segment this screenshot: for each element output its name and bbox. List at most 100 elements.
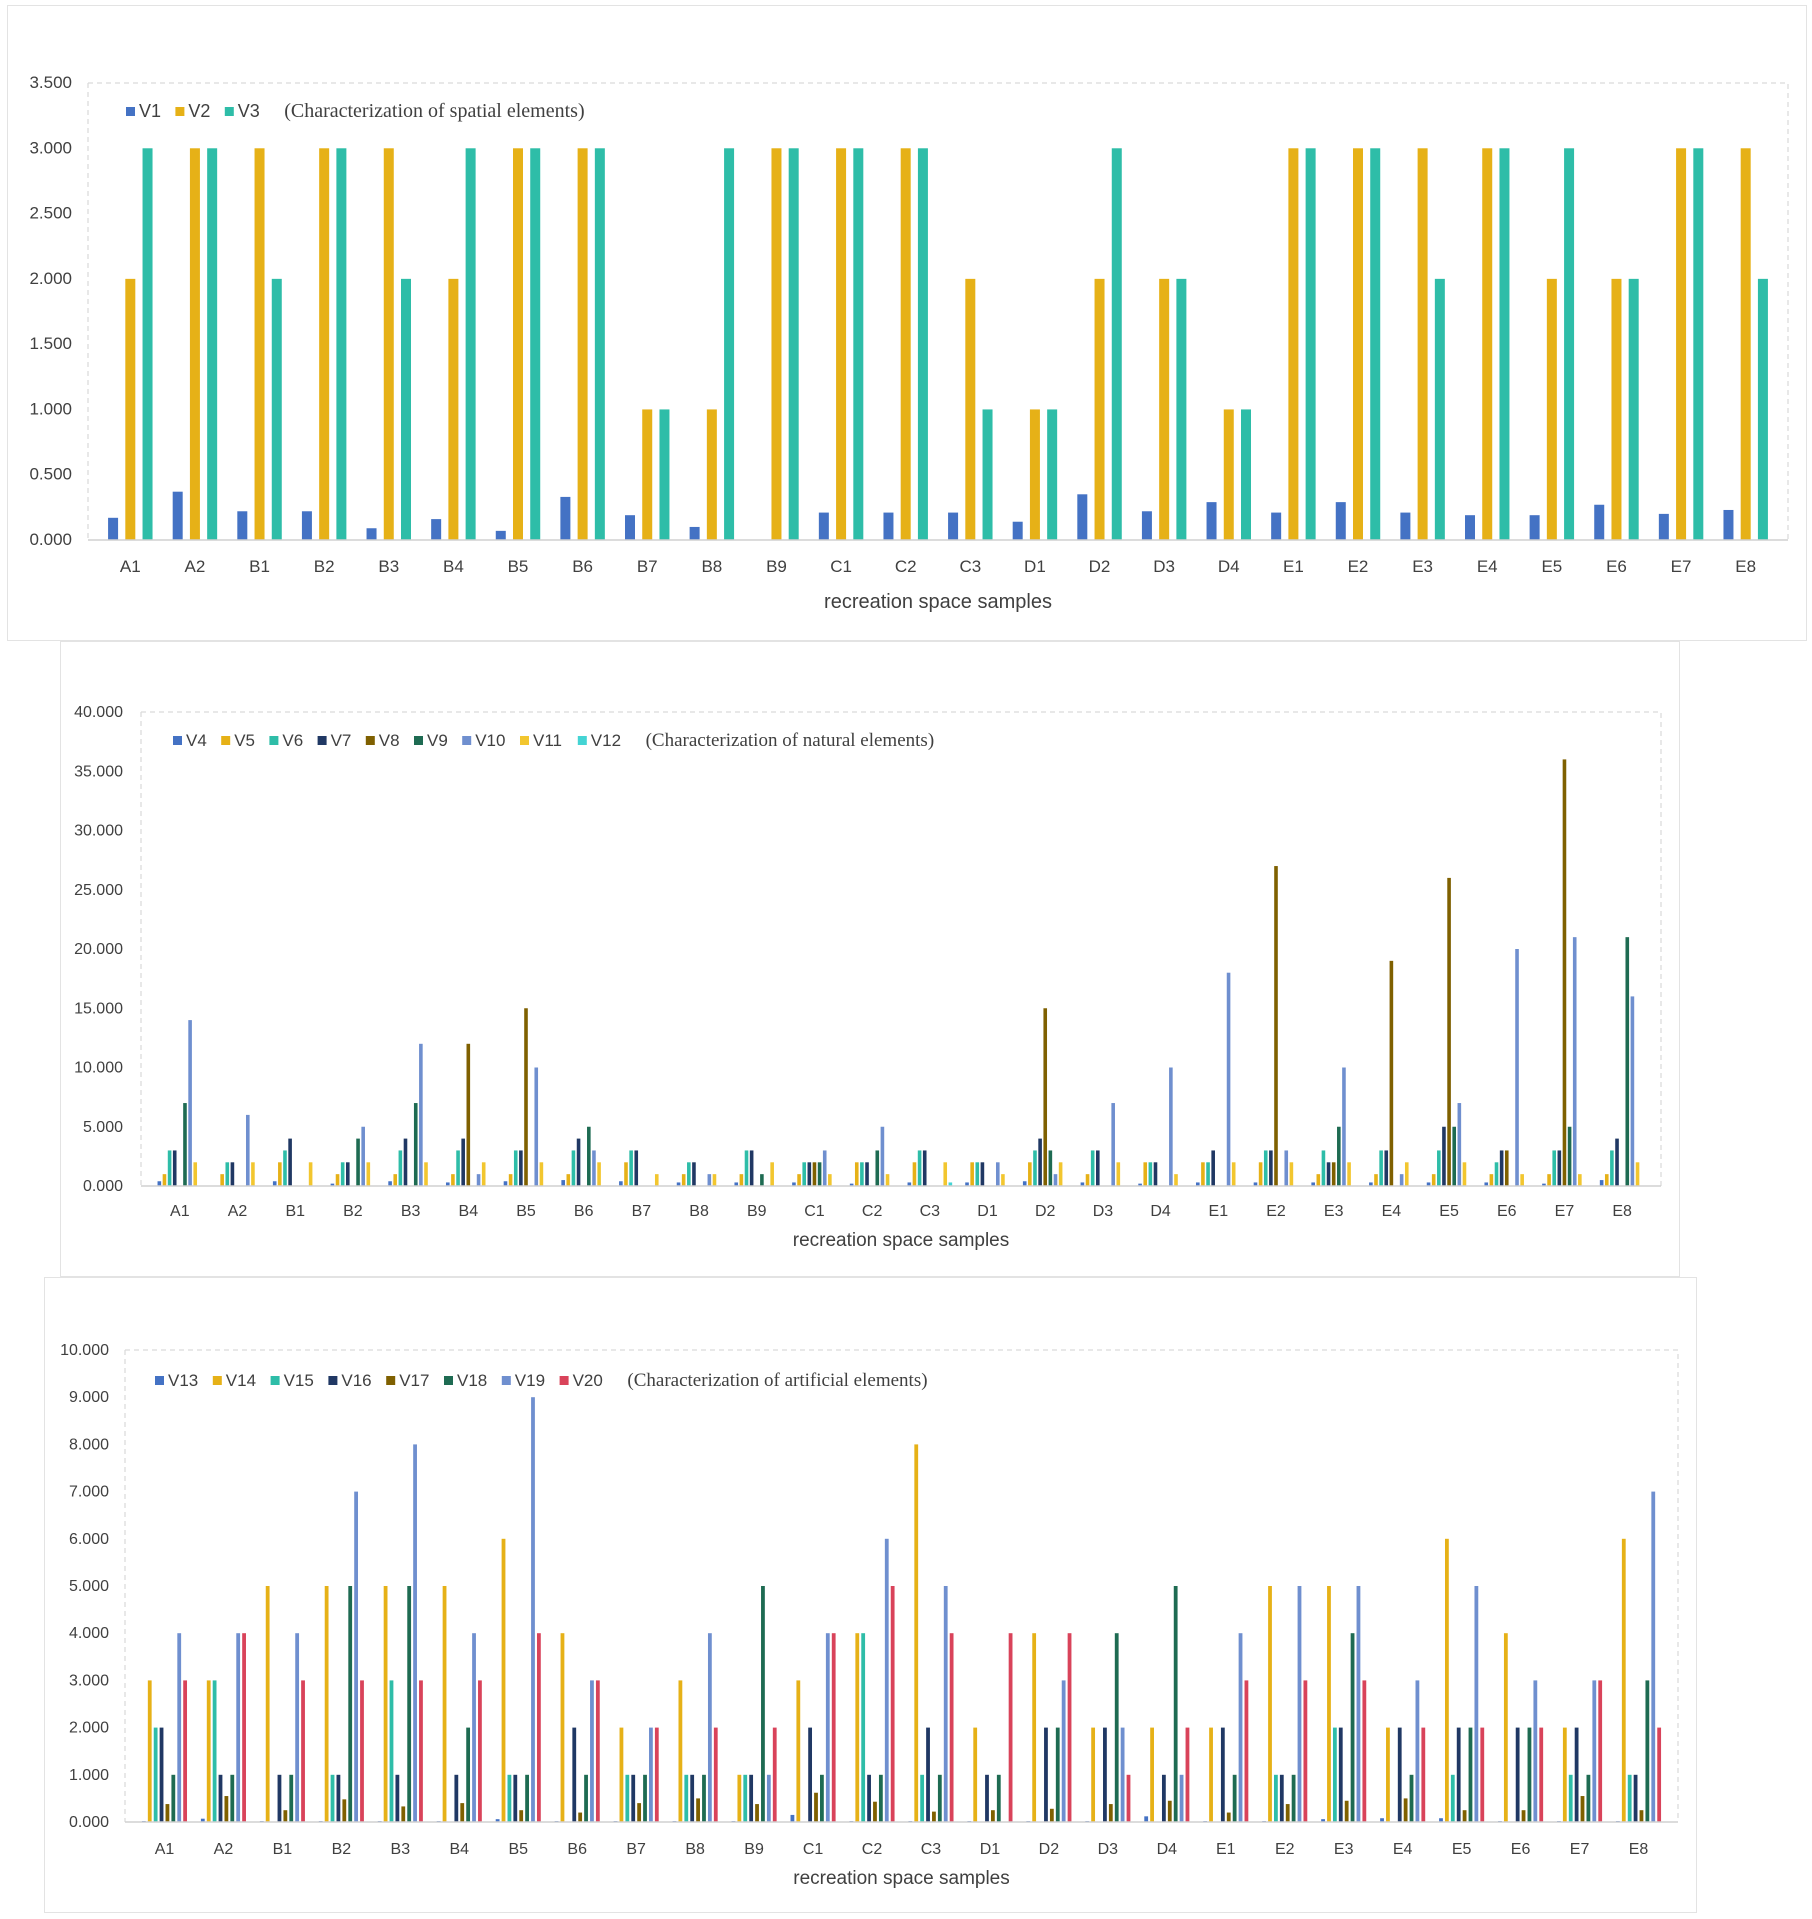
x-tick-label: B4 — [449, 1841, 469, 1858]
bar-V7-E4 — [1384, 1150, 1389, 1186]
bar-V17-E4 — [1403, 1798, 1408, 1822]
bar-V7-A2 — [230, 1162, 235, 1186]
bar-V19-B5 — [531, 1397, 535, 1822]
bar-V10-A1 — [188, 1020, 192, 1186]
bar-V2-A1 — [125, 278, 136, 540]
bar-V5-B5 — [508, 1174, 513, 1186]
x-tick-label: D1 — [1024, 557, 1046, 576]
bar-V15-E8 — [1627, 1774, 1632, 1822]
bar-V10-E5 — [1457, 1103, 1462, 1186]
x-tick-label: A2 — [228, 1203, 248, 1220]
y-tick-label: 3.000 — [29, 138, 72, 157]
x-tick-label: D2 — [1035, 1203, 1056, 1220]
bar-V16-C1 — [808, 1727, 813, 1822]
bar-V19-B1 — [295, 1633, 300, 1822]
bar-V18-E5 — [1468, 1727, 1473, 1822]
bar-V14-D3 — [1091, 1727, 1096, 1822]
bar-V6-B6 — [571, 1150, 576, 1186]
bar-V9-D2 — [1048, 1150, 1053, 1186]
artificial-elements-panel: 0.000 1.000 2.000 3.000 4.000 5.000 6.000 7.000… — [44, 1277, 1697, 1913]
bar-V17-C1 — [814, 1792, 818, 1822]
bar-V3-E4 — [1499, 148, 1510, 541]
bar-V4-C3 — [907, 1182, 912, 1186]
legend-label: V3 — [238, 101, 260, 121]
bar-V17-A2 — [224, 1796, 229, 1822]
x-tick-label: E1 — [1283, 557, 1304, 576]
bar-V7-B6 — [576, 1138, 581, 1186]
bar-V2-B6 — [577, 148, 588, 541]
bar-V20-B7 — [654, 1727, 659, 1822]
bar-V11-D4 — [1174, 1174, 1178, 1186]
bar-V19-E3 — [1356, 1586, 1361, 1822]
bar-V4-B5 — [503, 1181, 508, 1186]
bar-V20-C2 — [890, 1586, 895, 1822]
bar-V2-E6 — [1611, 278, 1622, 540]
bar-V17-E5 — [1462, 1810, 1467, 1822]
x-tick-label: B9 — [744, 1841, 764, 1858]
bar-V5-E1 — [1201, 1162, 1205, 1186]
bar-V2-B8 — [706, 409, 717, 540]
legend-label: V7 — [331, 731, 352, 750]
bar-V5-C2 — [854, 1162, 859, 1186]
bar-V11-E7 — [1578, 1174, 1582, 1186]
bar-V6-E4 — [1379, 1150, 1383, 1186]
bar-V5-B8 — [681, 1174, 686, 1186]
bar-V5-A1 — [162, 1174, 167, 1186]
bar-V17-B1 — [283, 1810, 288, 1822]
bar-V11-E1 — [1231, 1162, 1236, 1186]
legend-swatch — [269, 736, 279, 745]
bar-V1-E7 — [1658, 513, 1669, 540]
bar-V19-A2 — [236, 1633, 241, 1822]
bar-V15-E5 — [1450, 1774, 1455, 1822]
x-tick-label: D4 — [1150, 1203, 1171, 1220]
bar-V19-C1 — [825, 1633, 830, 1822]
x-tick-label: B7 — [626, 1841, 646, 1858]
bar-V16-B5 — [513, 1774, 518, 1822]
bar-V17-E3 — [1344, 1800, 1349, 1822]
bar-V16-B2 — [336, 1774, 341, 1822]
bar-V1-C1 — [818, 512, 829, 540]
bar-V6-E2 — [1263, 1150, 1268, 1186]
bar-V1-D4 — [1206, 502, 1217, 540]
bar-V2-C2 — [900, 148, 911, 541]
bar-V14-C1 — [796, 1680, 801, 1822]
bar-V7-E1 — [1211, 1150, 1215, 1186]
bar-V1-D3 — [1141, 511, 1152, 540]
bar-V9-E5 — [1452, 1126, 1457, 1186]
bar-V5-D4 — [1143, 1162, 1148, 1186]
x-tick-label: E8 — [1629, 1841, 1649, 1858]
y-tick-label: 6.000 — [69, 1531, 109, 1548]
x-tick-label: E6 — [1606, 557, 1627, 576]
bar-V6-E5 — [1437, 1150, 1441, 1186]
bar-V16-C3 — [926, 1727, 930, 1822]
bar-V8-E2 — [1274, 866, 1278, 1186]
x-tick-label: E3 — [1412, 557, 1433, 576]
legend-label: V12 — [591, 731, 621, 750]
bar-V9-B6 — [587, 1126, 591, 1186]
bar-V14-E7 — [1562, 1727, 1567, 1822]
bar-V10-C1 — [822, 1150, 827, 1186]
bar-V3-E1 — [1305, 148, 1316, 541]
bar-V2-B5 — [513, 148, 523, 541]
artificial-elements-chart: 0.000 1.000 2.000 3.000 4.000 5.000 6.000 7.000… — [60, 1342, 1679, 1889]
legend: V13 V14 V15 V16 V17 V18 V19 V20 (Characterizatio… — [155, 1370, 928, 1391]
bar-V2-B4 — [448, 278, 459, 540]
bar-V11-B3 — [424, 1162, 428, 1186]
x-tick-label: E2 — [1266, 1203, 1286, 1220]
bar-V5-E4 — [1374, 1174, 1378, 1186]
bar-V1-C3 — [948, 512, 959, 540]
bar-V6-D1 — [975, 1162, 980, 1186]
bar-V2-E2 — [1353, 148, 1363, 541]
bar-V3-B1 — [271, 278, 282, 540]
bar-V16-B7 — [631, 1774, 636, 1822]
bar-V14-B8 — [678, 1680, 683, 1822]
bar-V20-E6 — [1539, 1727, 1544, 1822]
bar-V3-B8 — [724, 148, 735, 541]
bar-V11-B4 — [481, 1162, 486, 1186]
bar-V7-B2 — [345, 1162, 350, 1186]
bar-V20-E1 — [1244, 1680, 1249, 1822]
legend-swatch — [414, 736, 423, 745]
bar-V5-E7 — [1547, 1174, 1551, 1186]
x-tick-label: E3 — [1334, 1841, 1354, 1858]
bar-V1-E1 — [1271, 512, 1282, 540]
